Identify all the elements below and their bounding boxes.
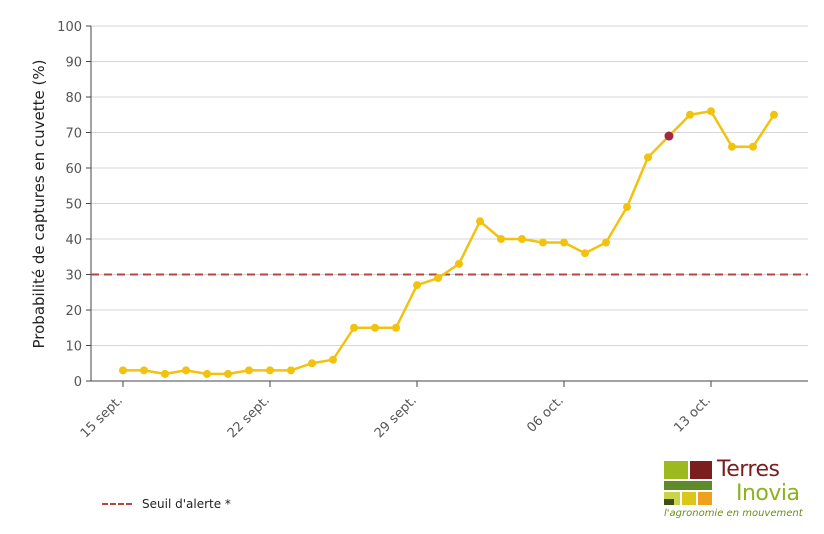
logo-word-inovia: Inovia <box>736 481 800 506</box>
y-tick-label: 50 <box>65 198 82 213</box>
data-point <box>434 274 442 283</box>
data-point <box>560 238 568 247</box>
data-point <box>329 355 337 364</box>
terres-inovia-logo: Terres Inovia l'agronomie en mouvement <box>664 457 814 523</box>
data-point <box>140 366 148 375</box>
data-point <box>602 238 610 247</box>
data-point <box>245 366 253 375</box>
data-point <box>644 153 652 162</box>
data-point <box>371 323 379 332</box>
y-tick-label: 40 <box>65 233 82 248</box>
data-point <box>539 238 547 247</box>
data-point <box>287 366 295 375</box>
data-point <box>266 366 274 375</box>
data-point <box>770 110 778 119</box>
y-tick-label: 100 <box>57 20 82 35</box>
y-tick-label: 0 <box>74 375 82 390</box>
data-point <box>476 217 484 226</box>
data-point <box>497 235 505 243</box>
grid-lines <box>91 25 808 382</box>
data-point <box>581 249 589 258</box>
x-tick-label: 22 sept. <box>225 393 273 441</box>
data-point <box>707 107 715 116</box>
x-tick-label: 13 oct. <box>671 393 713 435</box>
threshold-legend-swatch <box>102 503 132 505</box>
data-point <box>392 323 400 332</box>
data-point <box>623 203 631 212</box>
y-tick-label: 90 <box>65 56 82 71</box>
y-tick-label: 80 <box>65 91 82 106</box>
threshold-legend-label: Seuil d'alerte * <box>142 497 231 511</box>
y-axis-title: Probabilité de captures en cuvette (%) <box>30 59 48 348</box>
y-tick-label: 20 <box>65 304 82 319</box>
x-tick-label: 06 oct. <box>524 393 566 435</box>
x-tick-label: 15 sept. <box>78 393 126 441</box>
data-point <box>686 110 694 119</box>
data-point <box>224 369 232 378</box>
data-point <box>350 323 358 332</box>
data-point <box>518 235 526 243</box>
logo-mark-icon <box>664 461 712 505</box>
data-point <box>749 142 757 151</box>
data-point <box>161 369 169 378</box>
data-point <box>413 281 421 290</box>
y-tick-label: 10 <box>65 340 82 355</box>
series-line <box>123 109 776 376</box>
data-point <box>119 366 127 375</box>
logo-word-terres: Terres <box>717 457 780 482</box>
data-point <box>455 259 463 268</box>
highlighted-data-point <box>664 131 674 141</box>
y-tick-label: 60 <box>65 162 82 177</box>
data-point <box>182 366 190 375</box>
legend: Seuil d'alerte * <box>102 497 231 511</box>
logo-tagline: l'agronomie en mouvement <box>664 508 803 519</box>
x-tick-label: 29 sept. <box>372 393 420 441</box>
y-tick-label: 30 <box>65 269 82 284</box>
data-point <box>728 142 736 151</box>
data-point <box>203 369 211 378</box>
y-axis-ticks: 0 10 20 30 40 50 60 70 80 90 100 <box>57 20 92 390</box>
series-group <box>119 107 778 378</box>
y-tick-label: 70 <box>65 127 82 142</box>
x-axis-ticks: 15 sept. 22 sept. 29 sept. 06 oct. 13 oct. <box>78 381 714 441</box>
data-point <box>308 359 316 368</box>
